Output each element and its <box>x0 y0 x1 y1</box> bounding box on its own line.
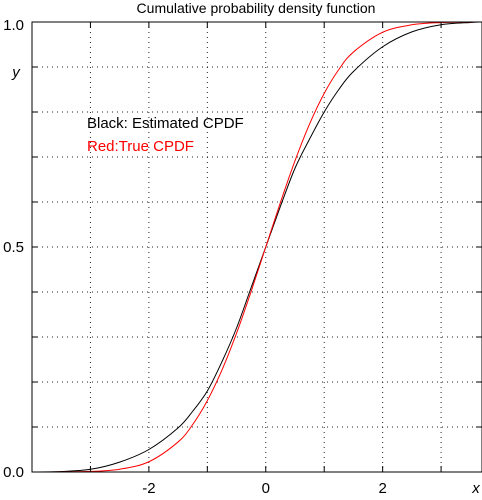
x-tick-label: 2 <box>378 480 386 495</box>
grid-lines <box>31 22 482 472</box>
x-tick-label: 0 <box>262 480 270 495</box>
axis-ticks <box>31 21 482 473</box>
annotation-estimated: Black: Estimated CPDF <box>87 115 244 132</box>
series-layer <box>31 21 482 473</box>
series-line-true <box>31 21 482 473</box>
y-tick-label: 0.0 <box>3 464 24 481</box>
y-tick-label: 1.0 <box>3 17 24 34</box>
chart-title: Cumulative probability density function <box>137 0 376 16</box>
annotation-true: Red:True CPDF <box>87 138 194 155</box>
x-axis-label: x <box>471 480 480 495</box>
y-tick-label: 0.5 <box>3 239 24 256</box>
y-axis-label: y <box>11 64 21 81</box>
x-tick-label: -2 <box>142 480 155 495</box>
tick-labels: -2 0 2 0.0 0.5 1.0 <box>3 17 387 497</box>
